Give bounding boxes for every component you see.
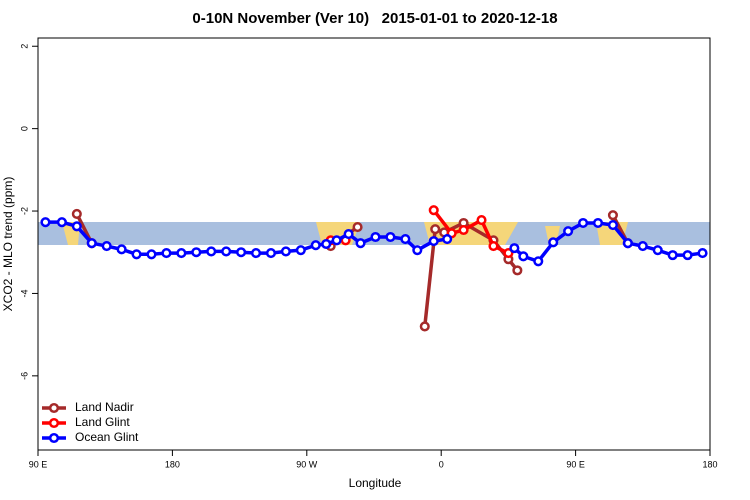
legend-label: Land Nadir (75, 400, 134, 414)
x-tick-label: 90 W (296, 459, 318, 469)
data-point (512, 265, 523, 276)
data-point (280, 246, 291, 257)
data-point (331, 235, 342, 246)
legend-marker (48, 417, 60, 429)
data-point (428, 205, 439, 216)
chart-title: 0-10N November (Ver 10) 2015-01-01 to 20… (192, 10, 557, 27)
data-point (652, 245, 663, 256)
data-point (236, 247, 247, 258)
data-point (548, 237, 559, 248)
data-point (442, 234, 453, 245)
data-point (458, 224, 469, 236)
data-point (131, 249, 142, 260)
data-point (161, 248, 172, 259)
data-point (343, 229, 354, 240)
data-point (86, 238, 97, 249)
data-point (400, 234, 411, 245)
x-axis-label: Longitude (349, 476, 402, 490)
data-point (71, 208, 82, 219)
data-point (503, 248, 514, 259)
data-point (206, 246, 217, 257)
data-point (509, 243, 520, 254)
data-point (682, 250, 693, 261)
data-point (607, 210, 618, 221)
data-point (430, 224, 441, 235)
y-tick-label: 0 (19, 126, 29, 131)
legend-label: Ocean Glint (75, 430, 139, 444)
data-point (355, 238, 366, 249)
x-tick-label: 180 (165, 459, 180, 469)
data-point (310, 240, 321, 251)
data-point (533, 256, 544, 267)
data-point (607, 219, 618, 231)
y-tick-label: -6 (19, 372, 29, 380)
y-axis-label: XCO2 - MLO trend (ppm) (1, 177, 15, 312)
legend-marker (48, 432, 60, 444)
data-point (412, 245, 423, 256)
data-point (637, 241, 648, 252)
data-point (697, 248, 708, 259)
data-point (40, 217, 51, 228)
y-tick-label: 2 (19, 44, 29, 49)
data-point (71, 221, 82, 232)
x-tick-label: 90 E (566, 459, 585, 469)
x-tick-label: 180 (702, 459, 717, 469)
data-point (428, 236, 439, 247)
data-point (622, 238, 633, 249)
data-point (101, 241, 112, 252)
y-tick-label: -2 (19, 207, 29, 215)
plot-frame (37, 37, 711, 451)
data-point (221, 246, 232, 257)
data-point (146, 249, 157, 260)
data-point (191, 247, 202, 258)
data-point (176, 248, 187, 259)
data-point (419, 321, 430, 332)
data-point (321, 238, 332, 250)
data-point (592, 217, 604, 229)
data-point (295, 245, 306, 256)
data-point (563, 226, 574, 237)
data-point (385, 231, 396, 243)
x-tick-label: 0 (439, 459, 444, 469)
data-point (352, 222, 363, 233)
data-point (667, 250, 678, 261)
data-point (250, 248, 262, 259)
data-point (578, 217, 589, 229)
legend-marker (48, 402, 60, 414)
data-point (488, 241, 499, 252)
legend-label: Land Glint (75, 415, 130, 429)
data-point (370, 231, 381, 243)
x-tick-label: 90 E (29, 459, 48, 469)
y-tick-label: -4 (19, 289, 29, 297)
data-point (116, 244, 127, 255)
data-point (56, 217, 67, 228)
data-point (518, 251, 529, 262)
data-point (476, 215, 487, 226)
data-point (265, 248, 277, 259)
